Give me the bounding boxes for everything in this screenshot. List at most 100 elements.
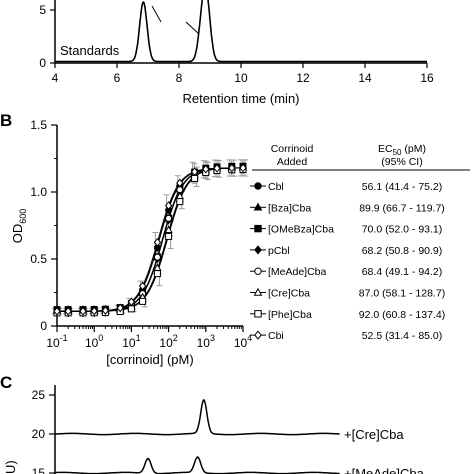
panel-a-x-tick-label: 10 xyxy=(234,71,248,85)
legend-series-name: [Bza]Cba xyxy=(268,202,311,214)
legend-series-name: Cbl xyxy=(268,181,284,193)
data-point-meadecba xyxy=(153,253,161,261)
panel-b-x-tick-label: 104 xyxy=(234,333,252,350)
panel-a-x-tick-label: 6 xyxy=(114,71,121,85)
legend-header-added: Added xyxy=(277,156,308,168)
panel-c-trace-label: +[MeAde]Cba xyxy=(344,466,425,474)
data-point-cbi xyxy=(79,306,87,316)
legend-row: pCbl 68.2 (50.8 - 90.9) xyxy=(250,245,442,257)
panel-a-x-axis-label: Retention time (min) xyxy=(182,91,299,106)
legend-series-name: pCbl xyxy=(268,245,290,257)
data-point-cbi xyxy=(64,306,72,316)
legend-ec50-value: 68.4 (49.1 - 94.2) xyxy=(362,266,443,278)
legend-row: [OMeBza]Cba 70.0 (52.0 - 93.1) xyxy=(250,224,442,236)
data-point-phecba xyxy=(165,232,173,240)
legend-marker-cbl xyxy=(254,182,262,190)
data-point-cbi xyxy=(202,164,210,174)
legend-row: [Bza]Cba 89.9 (66.7 - 119.7) xyxy=(250,202,445,214)
data-point-phecba xyxy=(191,174,199,182)
panel-b-chart: B 10-1 100 101 102 103 104 0 0.5 1.0 1.5 [corrin… xyxy=(0,111,470,367)
fit-curve-cbi xyxy=(57,167,243,312)
legend-series-name: [OMeBza]Cba xyxy=(268,224,334,236)
panel-b-letter: B xyxy=(0,111,12,130)
legend-marker-cbi xyxy=(254,330,262,340)
panel-c-letter: C xyxy=(0,373,12,392)
legend-series-name: Cbi xyxy=(268,330,284,342)
panel-c-y-tick-label: 20 xyxy=(32,427,46,441)
legend-ec50-value: 89.9 (66.7 - 119.7) xyxy=(359,202,445,214)
data-point-phecba xyxy=(127,305,135,313)
panel-b-y-tick-label: 1.0 xyxy=(30,185,47,199)
panel-c-y-tick-label: 25 xyxy=(32,388,46,402)
panel-a-x-tick-label: 12 xyxy=(296,71,310,85)
panel-a-standards-trace xyxy=(55,0,427,63)
panel-b-legend: Corrinoid Added EC50 (pM) (95% CI) Cbl 56… xyxy=(250,143,470,342)
data-point-phecba xyxy=(153,270,161,278)
legend-ec50-value: 52.5 (31.4 - 85.0) xyxy=(362,330,443,342)
legend-ec50-value: 70.0 (52.0 - 93.1) xyxy=(362,224,443,236)
legend-ec50-value: 68.2 (50.8 - 90.9) xyxy=(362,245,443,257)
legend-row: [Cre]Cba 87.0 (58.1 - 128.7) xyxy=(250,288,445,300)
panel-b-x-axis-label: [corrinoid] (pM) xyxy=(106,352,193,367)
panel-c-trace-label: +[Cre]Cba xyxy=(344,427,404,442)
legend-marker-pcbl xyxy=(254,245,262,255)
panel-a-x-tick-label: 4 xyxy=(52,71,59,85)
data-point-cbi xyxy=(213,163,221,173)
fit-curve-phecba xyxy=(57,167,243,312)
data-point-crecba xyxy=(164,225,173,234)
data-point-cbi xyxy=(90,306,98,316)
panel-b-x-tick-label: 103 xyxy=(197,333,215,350)
panel-c-trace xyxy=(55,456,340,474)
panel-a-x-tick-label: 8 xyxy=(176,71,183,85)
data-point-cbi xyxy=(127,297,136,307)
legend-series-name: [MeAde]Cba xyxy=(268,266,327,278)
data-point-cbi xyxy=(228,163,236,173)
panel-b-y-axis-label: OD600 xyxy=(10,209,28,244)
legend-header-corrinoid: Corrinoid xyxy=(271,143,314,155)
panel-b-x-tick-label: 100 xyxy=(85,333,103,350)
legend-row: [Phe]Cba 92.0 (60.8 - 137.4) xyxy=(250,309,445,321)
legend-row: Cbi 52.5 (31.4 - 85.0) xyxy=(250,330,442,342)
panel-b-x-tick-label: 101 xyxy=(122,333,140,350)
data-point-cbi xyxy=(53,306,61,316)
data-point-meadecba xyxy=(165,214,173,222)
legend-header-ec50: EC50 (pM) xyxy=(378,143,426,157)
legend-marker-bzacba xyxy=(253,202,263,211)
data-point-cbi xyxy=(101,306,110,315)
legend-marker-phecba xyxy=(254,310,262,318)
peak-annotation-arrow xyxy=(151,5,162,23)
panel-c-y-tick-label: 15 xyxy=(32,466,46,474)
data-point-cbi xyxy=(164,201,173,210)
panel-b-x-tick-label: 102 xyxy=(159,333,177,350)
data-point-phecba xyxy=(176,198,184,206)
data-point-phecba xyxy=(139,297,147,305)
legend-header-ci: (95% CI) xyxy=(381,156,422,168)
panel-c-y-axis-label-partial: U) xyxy=(3,460,18,474)
data-point-cbi xyxy=(190,167,199,177)
peak-annotation-arrow xyxy=(185,21,200,35)
panel-c-trace xyxy=(55,398,340,436)
panel-a-x-tick-label: 16 xyxy=(420,71,434,85)
legend-row: Cbl 56.1 (41.4 - 75.2) xyxy=(250,181,442,193)
legend-ec50-value: 56.1 (41.4 - 75.2) xyxy=(362,181,443,193)
data-point-cbi xyxy=(176,178,184,188)
data-point-cbi xyxy=(239,163,247,173)
legend-series-name: [Phe]Cba xyxy=(268,309,312,321)
legend-marker-omebzacba xyxy=(254,224,262,233)
legend-series-name: [Cre]Cba xyxy=(268,288,310,300)
panel-c-chart: C 15 20 25 +[Cre]Cba +[MeAde]Cba U) xyxy=(0,373,425,474)
data-point-cbi xyxy=(138,281,147,291)
panel-a-x-tick-label: 14 xyxy=(358,71,372,85)
legend-ec50-value: 92.0 (60.8 - 137.4) xyxy=(359,309,445,321)
legend-ec50-value: 87.0 (58.1 - 128.7) xyxy=(359,288,445,300)
legend-marker-meadecba xyxy=(254,267,262,275)
panel-b-y-tick-label: 1.5 xyxy=(30,118,47,132)
panel-a-chart: 4 6 8 10 12 14 16 0 5 Standards Retention time … xyxy=(39,0,434,106)
panel-b-y-tick-label: 0 xyxy=(40,319,47,333)
panel-a-trace-label: Standards xyxy=(60,43,120,58)
legend-row: [MeAde]Cba 68.4 (49.1 - 94.2) xyxy=(250,266,442,278)
panel-a-y-tick-label: 0 xyxy=(39,56,46,70)
panel-b-y-tick-label: 0.5 xyxy=(30,252,47,266)
panel-b-x-tick-label: 10-1 xyxy=(46,333,67,350)
